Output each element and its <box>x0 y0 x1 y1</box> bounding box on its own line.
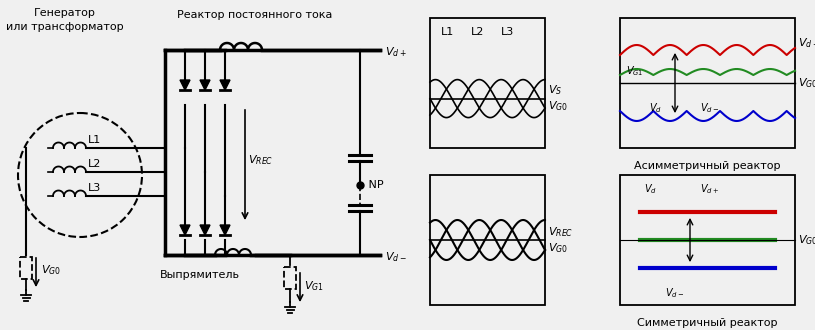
Text: $V_{REC}$: $V_{REC}$ <box>548 225 573 239</box>
Bar <box>620 18 795 148</box>
Bar <box>20 257 32 279</box>
Text: L1: L1 <box>442 27 455 37</box>
Text: $V_{d+}$: $V_{d+}$ <box>798 36 815 50</box>
Text: NP: NP <box>365 180 384 190</box>
Text: $V_{d-}$: $V_{d-}$ <box>665 286 685 300</box>
Text: $V_{G0}$: $V_{G0}$ <box>548 241 568 255</box>
Text: $V_{G0}$: $V_{G0}$ <box>41 263 61 277</box>
Polygon shape <box>220 80 230 90</box>
Polygon shape <box>200 225 210 235</box>
Bar <box>430 175 545 305</box>
Text: L2: L2 <box>471 27 485 37</box>
Text: L3: L3 <box>501 27 514 37</box>
Text: Выпрямитель: Выпрямитель <box>160 270 240 280</box>
Polygon shape <box>220 225 230 235</box>
Text: $V_{G1}$: $V_{G1}$ <box>626 64 644 78</box>
Bar <box>620 175 795 305</box>
Bar <box>284 267 296 289</box>
Text: $V_{d+}$: $V_{d+}$ <box>385 45 407 59</box>
Text: Генератор: Генератор <box>34 8 96 18</box>
Text: L3: L3 <box>88 183 101 193</box>
Text: $V_{G1}$: $V_{G1}$ <box>304 279 324 293</box>
Text: $V_{G0}$: $V_{G0}$ <box>548 100 568 114</box>
Text: $V_{REC}$: $V_{REC}$ <box>248 153 273 167</box>
Text: $V_{d+}$: $V_{d+}$ <box>700 182 720 196</box>
Text: $V_{G0}$: $V_{G0}$ <box>798 76 815 90</box>
Text: L1: L1 <box>88 135 101 145</box>
Text: или трансформатор: или трансформатор <box>7 22 124 32</box>
Text: $V_{d-}$: $V_{d-}$ <box>385 250 407 264</box>
Text: Реактор постоянного тока: Реактор постоянного тока <box>178 10 333 20</box>
Polygon shape <box>200 80 210 90</box>
Text: $V_{d-}$: $V_{d-}$ <box>700 101 720 115</box>
Text: $V_S$: $V_S$ <box>548 84 562 97</box>
Text: $V_d$: $V_d$ <box>649 101 662 115</box>
Bar <box>430 18 545 148</box>
Polygon shape <box>180 225 190 235</box>
Polygon shape <box>180 80 190 90</box>
Text: Асимметричный реактор: Асимметричный реактор <box>634 161 781 171</box>
Text: L2: L2 <box>88 159 101 169</box>
Text: $V_d$: $V_d$ <box>644 182 657 196</box>
Text: Симметричный реактор: Симметричный реактор <box>637 318 778 328</box>
Text: $V_{G0}$: $V_{G0}$ <box>798 233 815 247</box>
